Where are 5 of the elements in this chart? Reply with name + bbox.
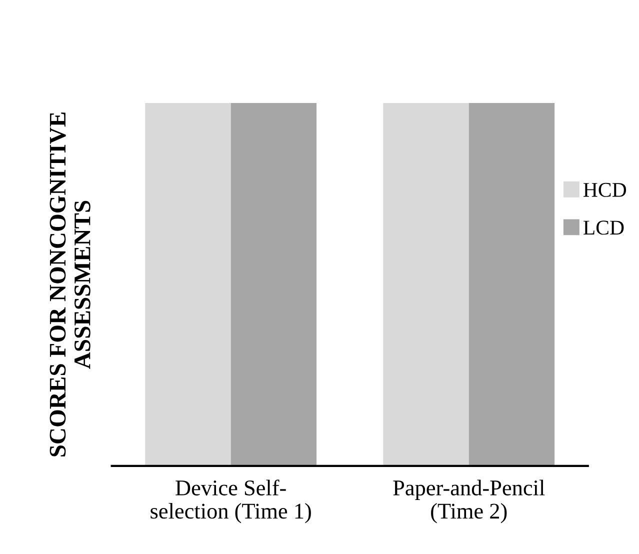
legend-label: LCD	[583, 220, 624, 235]
x-tick-label: Paper-and-Pencil (Time 2)	[393, 480, 545, 524]
y-axis-title: SCORES FOR NONCOGNITIVE ASSESSMENTS	[50, 112, 90, 456]
legend-label: HCD	[583, 182, 626, 197]
x-tick-label: Device Self- selection (Time 1)	[150, 480, 311, 524]
